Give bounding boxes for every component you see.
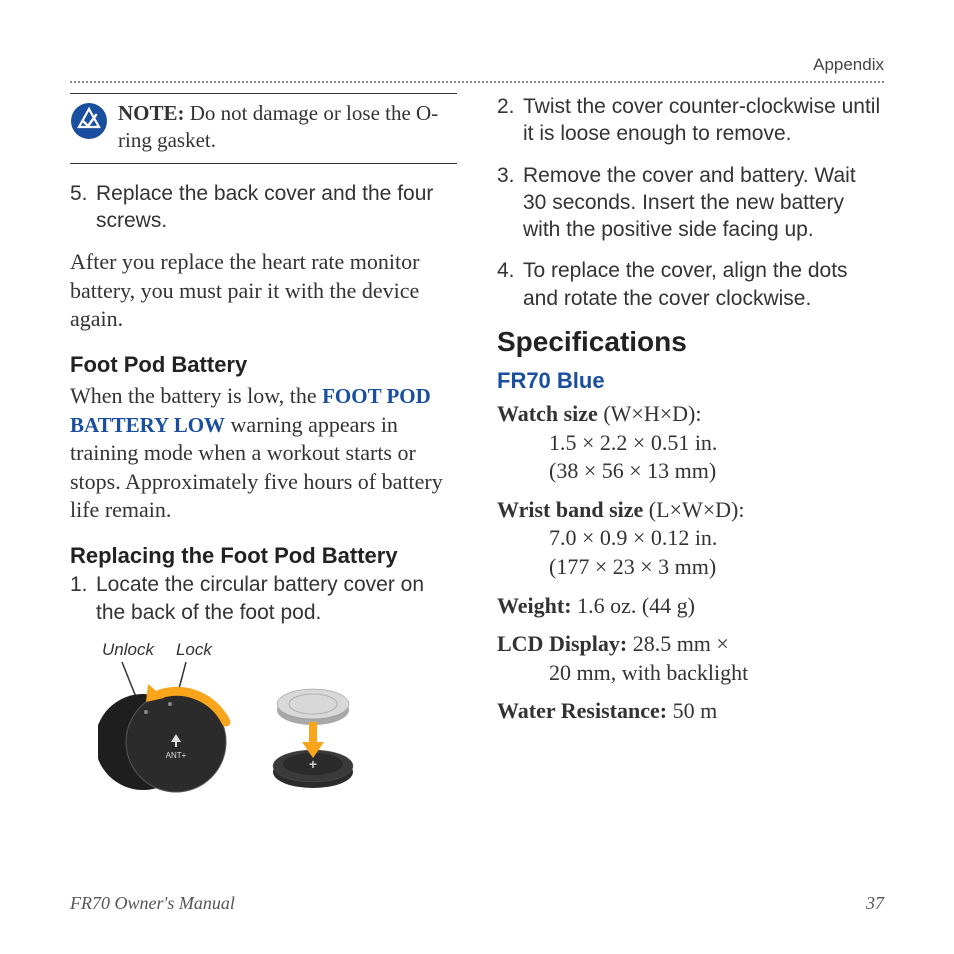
step-list-left-2: 1. Locate the circular battery cover on … [70, 571, 457, 626]
spec-dims-label: (L×W×D): [643, 497, 744, 522]
spec-value: 28.5 mm × [627, 631, 729, 656]
spec-value: (38 × 56 × 13 mm) [497, 457, 884, 486]
step-text: Locate the circular battery cover on the… [96, 571, 457, 626]
step-number: 1. [70, 571, 96, 626]
step-number: 5. [70, 180, 96, 235]
spec-value: 1.6 oz. (44 g) [572, 593, 695, 618]
step-list-left-1: 5. Replace the back cover and the four s… [70, 180, 457, 235]
step-3: 3. Remove the cover and battery. Wait 30… [497, 162, 884, 244]
footpod-intro-pre: When the battery is low, the [70, 383, 322, 408]
page-footer: FR70 Owner's Manual 37 [70, 893, 884, 914]
step-text: Replace the back cover and the four scre… [96, 180, 457, 235]
note-icon [70, 102, 108, 145]
spec-lcd: LCD Display: 28.5 mm × 20 mm, with backl… [497, 630, 884, 687]
step-number: 3. [497, 162, 523, 244]
spec-label: Weight: [497, 593, 572, 618]
footer-title: FR70 Owner's Manual [70, 893, 235, 914]
spec-wristband-size: Wrist band size (L×W×D): 7.0 × 0.9 × 0.1… [497, 496, 884, 582]
replace-footpod-heading: Replacing the Foot Pod Battery [70, 543, 457, 569]
content-columns: NOTE: Do not damage or lose the O-ring g… [70, 93, 884, 802]
footpod-battery-heading: Foot Pod Battery [70, 352, 457, 378]
spec-value: 7.0 × 0.9 × 0.12 in. [497, 524, 884, 553]
spec-watch-size: Watch size (W×H×D): 1.5 × 2.2 × 0.51 in.… [497, 400, 884, 486]
step-4: 4. To replace the cover, align the dots … [497, 257, 884, 312]
spec-label: Watch size [497, 401, 598, 426]
step-number: 4. [497, 257, 523, 312]
spec-value: 1.5 × 2.2 × 0.51 in. [497, 429, 884, 458]
left-column: NOTE: Do not damage or lose the O-ring g… [70, 93, 457, 802]
step-list-right: 2. Twist the cover counter-clockwise unt… [497, 93, 884, 312]
step-1: 1. Locate the circular battery cover on … [70, 571, 457, 626]
model-heading: FR70 Blue [497, 368, 884, 394]
step-text: Remove the cover and battery. Wait 30 se… [523, 162, 884, 244]
specifications-heading: Specifications [497, 326, 884, 358]
footer-page-number: 37 [866, 893, 884, 914]
header-divider [70, 81, 884, 83]
diagram-label-row: Unlock Lock [98, 640, 457, 660]
footpod-diagram-svg: ANT+ + [98, 662, 378, 802]
step-2: 2. Twist the cover counter-clockwise unt… [497, 93, 884, 148]
note-callout: NOTE: Do not damage or lose the O-ring g… [70, 93, 457, 164]
spec-water: Water Resistance: 50 m [497, 697, 884, 726]
footpod-diagram: Unlock Lock ANT+ [70, 640, 457, 802]
step-5: 5. Replace the back cover and the four s… [70, 180, 457, 235]
svg-text:ANT+: ANT+ [166, 751, 187, 760]
spec-label: LCD Display: [497, 631, 627, 656]
step-number: 2. [497, 93, 523, 148]
step-text: Twist the cover counter-clockwise until … [523, 93, 884, 148]
spec-label: Wrist band size [497, 497, 643, 522]
lock-label: Lock [176, 640, 212, 660]
step-text: To replace the cover, align the dots and… [523, 257, 884, 312]
svg-text:+: + [309, 756, 317, 772]
spec-label: Water Resistance: [497, 698, 667, 723]
spec-value: 20 mm, with backlight [497, 659, 884, 688]
spec-weight: Weight: 1.6 oz. (44 g) [497, 592, 884, 621]
spec-value: (177 × 23 × 3 mm) [497, 553, 884, 582]
unlock-label: Unlock [102, 640, 154, 660]
note-text: NOTE: Do not damage or lose the O-ring g… [118, 100, 457, 155]
after-replace-paragraph: After you replace the heart rate monitor… [70, 248, 457, 334]
note-label: NOTE: [118, 101, 185, 125]
spec-dims-label: (W×H×D): [598, 401, 702, 426]
right-column: 2. Twist the cover counter-clockwise unt… [497, 93, 884, 802]
footpod-battery-paragraph: When the battery is low, the FOOT POD BA… [70, 382, 457, 525]
header-section-label: Appendix [70, 55, 884, 81]
spec-value: 50 m [667, 698, 717, 723]
